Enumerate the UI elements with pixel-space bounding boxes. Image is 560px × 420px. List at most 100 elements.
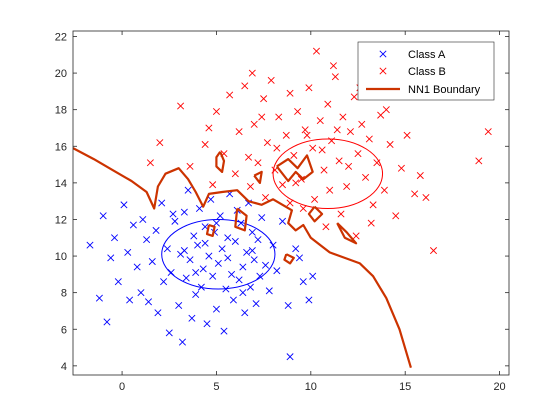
point-class-b <box>301 126 309 134</box>
point-class-b <box>273 144 281 152</box>
legend-label-class-b: Class B <box>408 66 446 78</box>
legend-item-boundary: NN1 Boundary <box>366 84 481 96</box>
point-class-a <box>126 296 134 304</box>
point-class-b <box>335 157 343 165</box>
y-tick-label: 6 <box>61 324 67 336</box>
boundary-segment <box>234 207 248 232</box>
point-class-a <box>284 301 292 309</box>
boundary-segment <box>307 205 324 223</box>
y-tick-label: 14 <box>55 178 67 190</box>
point-class-a <box>160 278 168 286</box>
point-class-a <box>299 278 307 286</box>
point-class-b <box>246 183 254 191</box>
point-class-a <box>286 353 294 361</box>
point-class-b <box>254 159 262 167</box>
point-class-a <box>248 228 256 236</box>
point-class-b <box>422 193 430 202</box>
point-class-b <box>316 117 324 125</box>
point-class-b <box>386 140 394 148</box>
point-class-b <box>299 204 307 213</box>
point-class-a <box>214 259 222 267</box>
point-class-b <box>333 126 341 134</box>
x-tick-label: 20 <box>493 381 505 393</box>
x-tick-label: 5 <box>213 381 219 393</box>
point-class-a <box>278 217 287 225</box>
point-class-a <box>197 283 205 291</box>
y-tick-label: 10 <box>55 251 67 263</box>
point-class-a <box>143 236 151 244</box>
y-tick-label: 8 <box>61 288 67 300</box>
boundary-segment <box>215 151 226 173</box>
point-class-a <box>180 247 188 255</box>
point-class-b <box>186 162 194 170</box>
point-class-a <box>137 289 145 297</box>
point-class-a <box>99 212 107 220</box>
point-class-b <box>312 47 320 55</box>
point-class-b <box>305 84 313 92</box>
legend: Class A Class B NN1 Boundary <box>357 41 495 101</box>
point-class-b <box>326 186 334 194</box>
point-class-b <box>209 181 217 189</box>
point-class-a <box>254 236 262 244</box>
point-class-a <box>216 212 224 220</box>
x-tick-label: 10 <box>305 381 317 393</box>
point-class-b <box>282 131 290 139</box>
point-class-b <box>258 113 266 121</box>
point-class-b <box>248 69 256 77</box>
point-class-a <box>167 269 175 277</box>
point-class-b <box>275 113 283 121</box>
point-class-a <box>194 241 202 249</box>
point-class-a <box>309 272 317 280</box>
point-class-b <box>235 128 243 136</box>
point-class-a <box>171 217 179 225</box>
point-class-b <box>303 131 311 139</box>
point-class-b <box>322 223 330 231</box>
point-class-a <box>124 248 132 256</box>
point-class-a <box>195 204 203 213</box>
point-class-b <box>392 212 400 220</box>
point-class-a <box>111 234 119 242</box>
point-class-a <box>184 186 192 194</box>
point-class-b <box>331 73 339 81</box>
point-class-a <box>212 305 220 313</box>
point-class-b <box>260 95 268 103</box>
point-class-b <box>354 150 362 158</box>
point-class-a <box>129 221 137 229</box>
point-class-a <box>252 300 260 308</box>
point-class-a <box>103 318 111 326</box>
legend-item-class-b: Class B <box>379 66 446 78</box>
point-class-b <box>346 128 354 136</box>
point-class-a <box>269 241 277 249</box>
point-class-a <box>218 245 226 253</box>
y-tick-label: 16 <box>55 141 67 153</box>
point-class-a <box>190 232 198 240</box>
point-class-b <box>324 100 332 108</box>
boundary-segment <box>275 154 314 183</box>
legend-label-class-a: Class A <box>408 49 446 61</box>
point-class-a <box>178 338 186 346</box>
point-class-b <box>358 120 366 128</box>
point-class-b <box>365 135 373 143</box>
point-class-b <box>373 159 381 167</box>
point-class-b <box>369 201 377 209</box>
point-class-b <box>350 93 358 101</box>
point-class-a <box>207 195 215 203</box>
legend-item-class-a: Class A <box>379 49 446 61</box>
plot-frame <box>72 30 510 376</box>
point-class-a <box>228 270 236 278</box>
point-class-a <box>241 309 249 317</box>
point-class-b <box>475 157 483 165</box>
point-class-b <box>318 146 326 154</box>
point-class-a <box>292 245 300 253</box>
point-class-b <box>343 183 351 191</box>
point-class-a <box>305 296 313 304</box>
series-class-a <box>86 186 317 361</box>
legend-cross-class-a <box>379 50 387 58</box>
point-class-a <box>86 241 94 249</box>
point-class-b <box>245 153 253 161</box>
point-class-a <box>165 329 173 337</box>
point-class-a <box>239 289 247 297</box>
point-class-a <box>139 215 147 223</box>
data-layer <box>73 47 492 369</box>
